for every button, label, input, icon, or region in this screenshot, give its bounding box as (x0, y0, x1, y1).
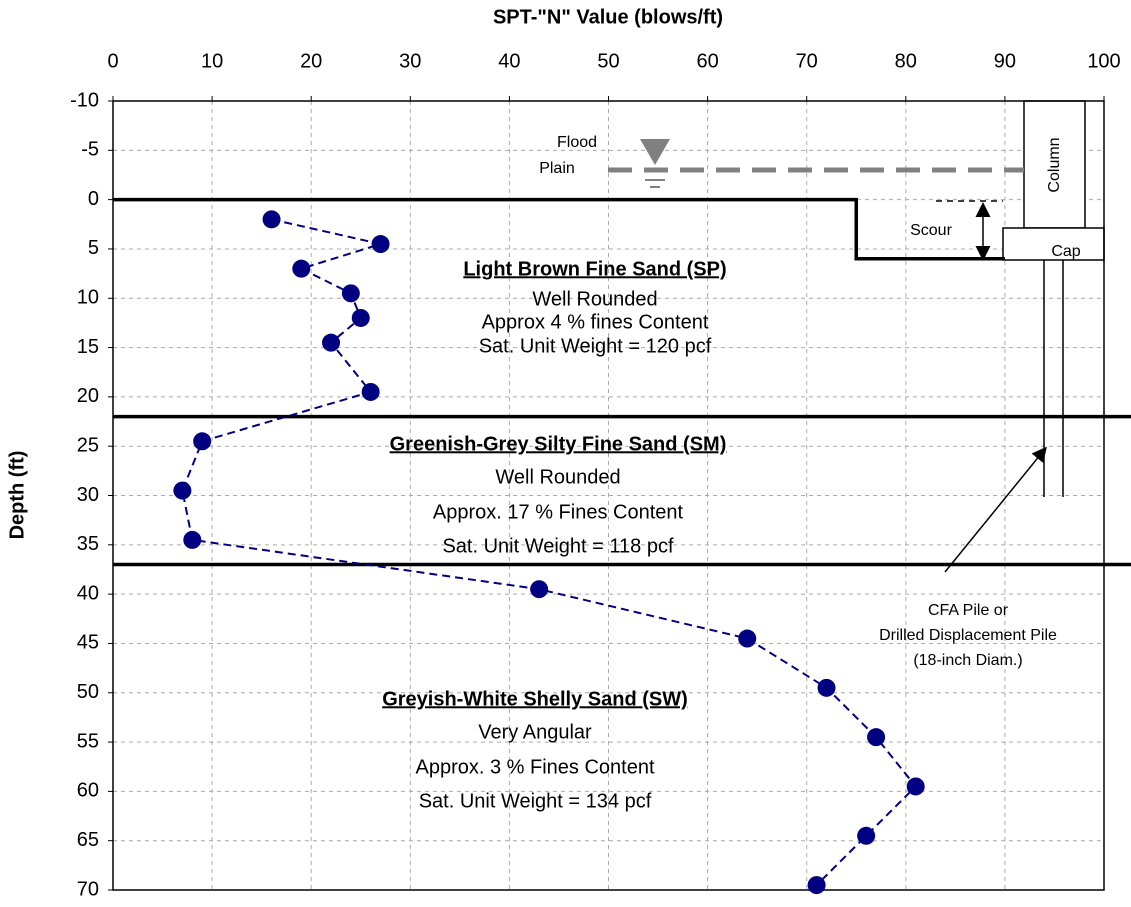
y-tick-label: -10 (70, 89, 99, 111)
data-point (322, 333, 341, 352)
y-tick-label: 0 (88, 188, 99, 210)
data-point (173, 481, 192, 500)
data-point (817, 678, 836, 697)
x-tick-label: 30 (399, 50, 421, 72)
data-point (361, 382, 380, 401)
layer-title: Light Brown Fine Sand (SP) (463, 258, 726, 280)
ground-line (113, 197, 1005, 261)
y-tick-label: 5 (88, 237, 99, 259)
y-tick-label: -5 (81, 139, 99, 161)
x-tick-label: 60 (696, 50, 718, 72)
y-tick-label: 10 (77, 287, 99, 309)
data-point (193, 432, 212, 451)
y-axis-title: Depth (ft) (6, 451, 28, 540)
scour-label: Scour (910, 222, 952, 239)
y-tick-label: 40 (77, 582, 99, 604)
y-tick-label: 60 (77, 780, 99, 802)
data-point (183, 530, 202, 549)
layer-title: Greyish-White Shelly Sand (SW) (382, 688, 688, 710)
pile-label: Drilled Displacement Pile (879, 627, 1057, 644)
x-tick-label: 20 (300, 50, 322, 72)
x-tick-label: 0 (107, 50, 118, 72)
data-point (857, 826, 876, 845)
pile-label: (18-inch Diam.) (913, 652, 1022, 669)
y-tick-label: 15 (77, 336, 99, 358)
data-point (807, 876, 826, 895)
layer-desc: Well Rounded (532, 288, 657, 310)
layer-title: Greenish-Grey Silty Fine Sand (SM) (390, 433, 727, 455)
plot-frame (112, 100, 1105, 891)
x-tick-label: 90 (994, 50, 1016, 72)
data-point (262, 210, 281, 229)
layer-desc: Well Rounded (495, 466, 620, 488)
y-tick-label: 55 (77, 730, 99, 752)
flood-label: Flood (557, 134, 597, 151)
x-tick-label: 80 (895, 50, 917, 72)
y-tick-label: 65 (77, 829, 99, 851)
x-tick-label: 70 (796, 50, 818, 72)
data-point (738, 629, 757, 648)
data-point (906, 777, 925, 796)
flood-label: Plain (539, 160, 575, 177)
data-point (530, 580, 549, 599)
x-tick-label: 40 (498, 50, 520, 72)
series-line (181, 218, 918, 886)
y-tick-label: 25 (77, 434, 99, 456)
data-point (371, 235, 390, 254)
layer-desc: Sat. Unit Weight = 134 pcf (419, 790, 652, 812)
pile-label: CFA Pile or (928, 602, 1009, 619)
y-tick-label: 35 (77, 533, 99, 555)
layer-desc: Sat. Unit Weight = 120 pcf (479, 335, 712, 357)
layer-desc: Sat. Unit Weight = 118 pcf (442, 535, 673, 557)
y-tick-label: 30 (77, 484, 99, 506)
data-point (867, 728, 886, 747)
x-tick-label: 100 (1087, 50, 1120, 72)
layer-desc: Approx. 3 % Fines Content (415, 756, 654, 778)
x-tick-label: 10 (201, 50, 223, 72)
x-axis-title: SPT-"N" Value (blows/ft) (493, 6, 723, 28)
y-tick-label: 50 (77, 681, 99, 703)
data-point (292, 259, 311, 278)
y-tick-label: 45 (77, 632, 99, 654)
x-tick-label: 50 (597, 50, 619, 72)
data-point (351, 308, 370, 327)
y-tick-label: 20 (77, 385, 99, 407)
layer-desc: Very Angular (478, 721, 592, 743)
y-tick-label: 70 (77, 878, 99, 900)
data-point (341, 284, 360, 303)
layer-desc: Approx. 17 % Fines Content (433, 501, 684, 523)
layer-desc: Approx 4 % fines Content (482, 311, 709, 333)
cap-label: Cap (1051, 243, 1080, 260)
column-label: Column (1046, 137, 1063, 192)
